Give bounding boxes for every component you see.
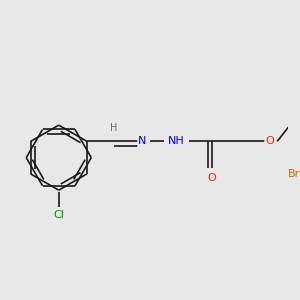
Text: H: H [110, 123, 117, 133]
Text: O: O [265, 136, 274, 146]
Text: Br: Br [288, 169, 300, 179]
Text: N: N [138, 136, 147, 146]
Text: Cl: Cl [53, 210, 64, 220]
Text: NH: NH [167, 136, 184, 146]
Text: O: O [208, 173, 217, 183]
